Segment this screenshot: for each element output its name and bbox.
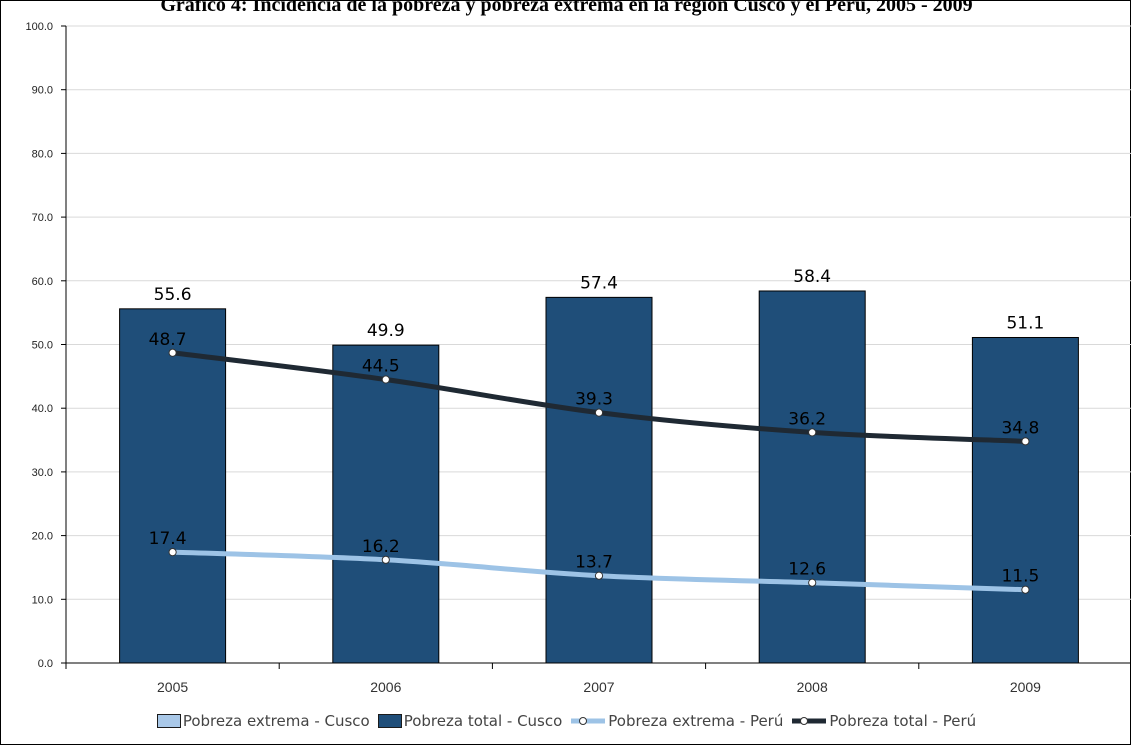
legend-label-pobreza-total-peru: Pobreza total - Perú: [829, 712, 977, 730]
y-tick-label: 60.0: [32, 276, 53, 288]
legend-item-pobreza-extrema-peru: Pobreza extrema - Perú: [570, 712, 783, 730]
bar: [545, 296, 653, 664]
x-tick-label: 2005: [157, 679, 188, 695]
line-marker: [808, 428, 817, 437]
legend-item-pobreza-total-peru: Pobreza total - Perú: [791, 712, 976, 730]
bar-data-label: 51.1: [1006, 313, 1044, 333]
bar-data-label: 57.4: [580, 273, 618, 293]
bar-data-label: 49.9: [367, 321, 405, 341]
line-data-label: 17.4: [149, 529, 187, 549]
line-data-label: 11.5: [1001, 567, 1039, 587]
bar-data-label: 58.4: [793, 267, 831, 287]
line-marker: [1021, 437, 1030, 446]
legend-label-pobreza-extrema-peru: Pobreza extrema - Perú: [608, 712, 784, 730]
line-data-label: 39.3: [575, 390, 613, 410]
y-tick-label: 80.0: [32, 148, 53, 160]
x-tick-label: 2008: [797, 679, 828, 695]
bar-data-label: 55.6: [154, 285, 192, 305]
line-data-label: 34.8: [1001, 418, 1039, 438]
line-data-label: 13.7: [575, 553, 613, 573]
y-tick-label: 30.0: [32, 467, 53, 479]
line-marker: [381, 555, 390, 564]
y-tick-label: 70.0: [32, 212, 53, 224]
legend-swatch-pobreza-total-cusco: [377, 714, 402, 728]
bar: [971, 336, 1079, 664]
legend-line-key-pobreza-extrema-peru: [571, 717, 606, 725]
bar: [119, 308, 227, 664]
line-data-label: 16.2: [362, 537, 400, 557]
legend-label-pobreza-extrema-cusco: Pobreza extrema - Cusco: [182, 712, 370, 730]
line-data-label: 12.6: [788, 560, 826, 580]
legend: Pobreza extrema - Cusco Pobreza total - …: [1, 712, 1131, 730]
legend-item-pobreza-extrema-cusco: Pobreza extrema - Cusco: [156, 712, 370, 730]
line-marker: [594, 408, 604, 417]
line-marker: [1021, 585, 1030, 594]
x-tick-label: 2006: [370, 679, 401, 695]
line-data-label: 48.7: [149, 330, 187, 350]
line-marker: [168, 548, 177, 557]
line-marker: [381, 375, 390, 384]
chart-title: Gráfico 4: Incidencia de la pobreza y po…: [160, 0, 973, 16]
line-data-label: 44.5: [362, 357, 400, 377]
y-tick-label: 20.0: [32, 531, 53, 543]
x-tick-label: 2009: [1010, 679, 1041, 695]
bar: [758, 290, 866, 664]
line-data-label: 36.2: [788, 409, 826, 429]
line-marker: [594, 571, 604, 580]
y-tick-label: 10.0: [32, 594, 53, 606]
bar: [332, 344, 440, 664]
y-tick-label: 40.0: [32, 403, 53, 415]
line-marker: [808, 578, 817, 587]
y-tick-label: 50.0: [32, 340, 53, 352]
legend-label-pobreza-total-cusco: Pobreza total - Cusco: [403, 712, 563, 730]
y-tick-label: 0.0: [38, 658, 53, 670]
x-tick-label: 2007: [583, 679, 614, 695]
legend-swatch-pobreza-extrema-cusco: [156, 714, 181, 728]
y-tick-label: 90.0: [32, 85, 53, 97]
line-marker: [168, 348, 177, 357]
y-tick-label: 100.0: [25, 21, 53, 33]
legend-item-pobreza-total-cusco: Pobreza total - Cusco: [377, 712, 563, 730]
legend-line-key-pobreza-total-peru: [792, 717, 827, 725]
